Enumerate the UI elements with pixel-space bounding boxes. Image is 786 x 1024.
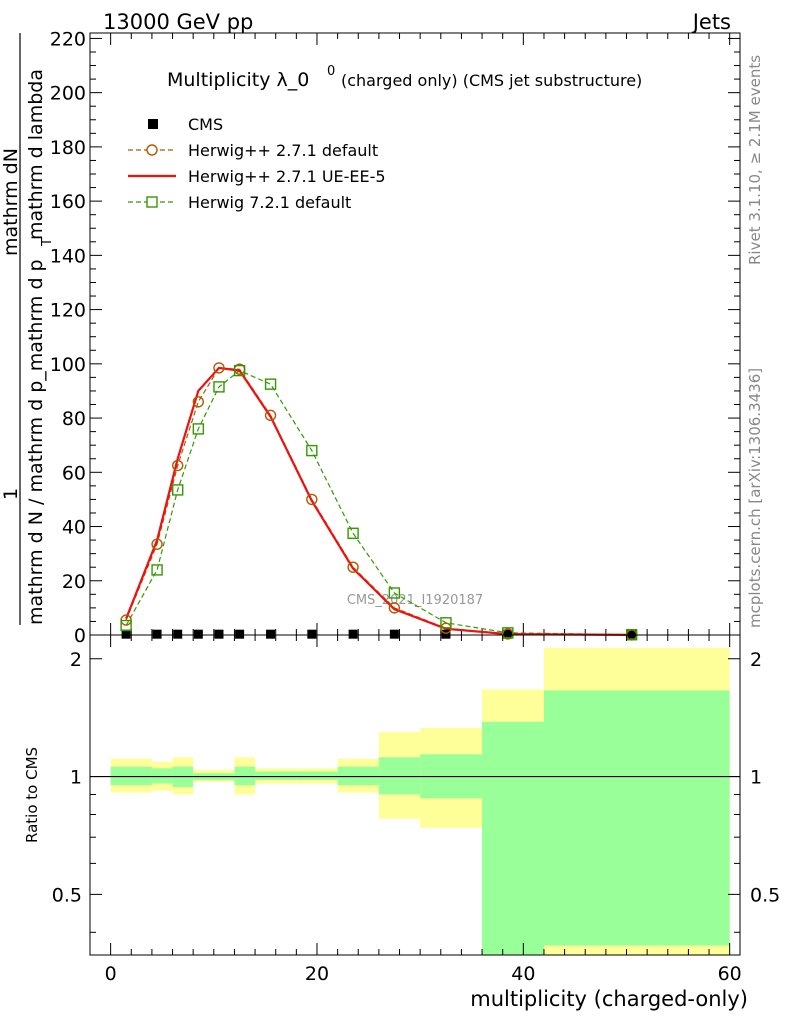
ratio-y-tick-label-left: 2 [70, 649, 82, 671]
ratio-y-tick-label-left: 1 [70, 767, 82, 789]
herwig721-point [192, 423, 205, 435]
cms-data-point [173, 629, 183, 639]
y-tick-label: 120 [50, 300, 86, 322]
herwig721-point [388, 587, 401, 599]
y-tick-label: 80 [62, 408, 86, 430]
ratio-band-inner [543, 690, 730, 946]
legend-label: Herwig++ 2.7.1 default [188, 141, 378, 160]
title-main: Multiplicity λ_0 [167, 69, 309, 91]
herwig271-default-point [347, 561, 359, 573]
cms-data-point [235, 629, 245, 639]
herwig721-point [213, 381, 225, 393]
x-tick-label: 60 [718, 963, 742, 985]
main-y-tick-labels: 0 20 40 60 80 100 120 140 160 180 200 220 [50, 28, 86, 647]
herwig271-default-point [306, 493, 318, 506]
ratio-frame [89, 634, 741, 956]
herwig271-default-point [264, 409, 277, 422]
title-extra: (charged only) (CMS jet substructure) [341, 71, 642, 90]
herwig721-point [440, 617, 452, 629]
ratio-bands [90, 648, 740, 955]
herwig721-point [347, 527, 359, 540]
herwig721-point [502, 627, 514, 639]
ratio-y-tick-label-left: 0.5 [52, 884, 82, 906]
y-label-sub-t: T [40, 238, 55, 247]
header-left: 13000 GeV pp [103, 10, 253, 34]
y-label-denominator: mathrm d N / mathrm d p_mathrm d p [25, 259, 47, 625]
y-tick-label: 200 [50, 83, 86, 105]
y-tick-label: 140 [50, 245, 86, 267]
ratio-band-inner [151, 768, 173, 784]
herwig721-point [306, 444, 318, 457]
y-tick-label: 220 [50, 28, 86, 50]
y-label-numerator: mathrm dN [0, 148, 22, 256]
y-axis-label-ratio: Ratio to CMS [23, 747, 41, 843]
cms-data-point [307, 629, 317, 639]
y-tick-label: 60 [62, 462, 86, 484]
cms-data-point [441, 629, 451, 639]
y-tick-label: 180 [50, 137, 86, 159]
legend-label: CMS [188, 115, 223, 134]
cms-data-point [214, 629, 224, 639]
y-tick-label: 0 [74, 625, 86, 647]
side-label-mcplots: mcplots.cern.ch [arXiv:1306.3436] [746, 368, 764, 628]
legend-label: Herwig 7.2.1 default [188, 193, 351, 212]
cms-data-point [503, 629, 513, 639]
y-label-tail: mathrm d lambda [25, 69, 47, 240]
y-tick-label: 40 [62, 517, 86, 539]
herwig271-default-point [171, 459, 184, 472]
herwig271-default-point [213, 362, 225, 374]
herwig721-point [120, 619, 132, 632]
ratio-band-inner [296, 771, 338, 780]
y-tick-label: 160 [50, 191, 86, 213]
plot-title: Multiplicity λ_0 0 (charged only) (CMS j… [167, 64, 642, 91]
herwig721-point [171, 484, 184, 496]
y-tick-label: 100 [50, 354, 86, 376]
x-tick-labels: 0 20 40 60 [105, 963, 742, 985]
legend-label: Herwig++ 2.7.1 UE-EE-5 [188, 167, 386, 186]
legend-marker-cms [148, 119, 158, 129]
x-axis-label: multiplicity (charged-only) [470, 987, 748, 1011]
x-tick-label: 0 [105, 963, 117, 985]
ratio-y-tick-label-right: 1 [750, 767, 762, 789]
cms-data-point [627, 629, 637, 639]
title-superscript: 0 [327, 64, 335, 79]
herwig721-point [233, 364, 246, 377]
cms-data-point [389, 629, 399, 639]
ratio-y-tick-labels: 0.5 0.5 1 1 2 2 [52, 649, 780, 907]
cms-data-point [152, 629, 162, 639]
herwig721-point [151, 564, 163, 576]
cms-data-point [121, 629, 131, 639]
cms-data-point [193, 629, 203, 639]
y-axis-label-main: 1 mathrm d N / mathrm d p_mathrm d p mat… [0, 33, 55, 625]
y-tick-label: 20 [62, 571, 86, 593]
ratio-band-inner [378, 757, 421, 795]
main-panel: 0 20 40 60 80 100 120 140 160 180 200 220 CMS_2021_… [50, 28, 741, 647]
herwig271-default-point [388, 602, 401, 614]
legend: CMS Herwig++ 2.7.1 default Herwig++ 2.7.1 … [128, 115, 386, 212]
watermark: CMS_2021_I1920187 [347, 593, 483, 608]
series-line-2 [125, 366, 632, 637]
side-label-rivet: Rivet 3.1.10, ≥ 2.1M events [746, 55, 764, 265]
ratio-band-inner [482, 721, 544, 955]
herwig271-default-point [151, 538, 163, 550]
ratio-ticks [90, 635, 740, 955]
header-right: Jets [691, 10, 731, 34]
cms-data-point [266, 629, 276, 639]
herwig271-default-point [192, 396, 205, 408]
y-label-fraction-one: 1 [0, 488, 22, 500]
ratio-band-inner [255, 771, 297, 780]
ratio-y-tick-label-right: 0.5 [750, 884, 780, 906]
x-tick-label: 40 [511, 963, 535, 985]
cms-data-point [348, 629, 358, 639]
x-tick-label: 20 [305, 963, 329, 985]
legend-marker-circle [146, 144, 158, 156]
ratio-y-tick-label-right: 2 [750, 649, 762, 671]
herwig721-point [264, 378, 277, 390]
ratio-panel: 0.5 0.5 1 1 2 2 0 20 40 60 Ratio to CMS multipli… [23, 634, 780, 1011]
legend-marker-square [146, 196, 158, 208]
